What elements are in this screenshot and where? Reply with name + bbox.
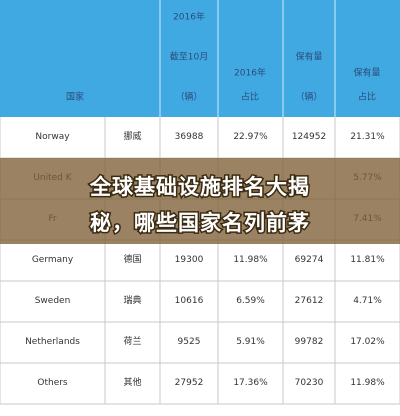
cell-text: 4.71% — [353, 296, 382, 306]
cell-text: 21.31% — [350, 132, 385, 142]
cell-text: 其他 — [123, 376, 141, 388]
cell-text: Germany — [32, 255, 74, 265]
header-text: （辆） — [295, 91, 322, 103]
banner-text: 秘，哪些国家名列前茅 — [90, 211, 310, 235]
cell-text: 瑞典 — [123, 294, 141, 306]
cell-text: 5.91% — [236, 337, 265, 347]
cell-text: 10616 — [175, 296, 204, 306]
cell-text: 36988 — [175, 132, 204, 142]
cell-text: 挪威 — [123, 130, 141, 142]
header-text: 保有量 — [295, 51, 322, 63]
cell-text: 99782 — [295, 337, 324, 347]
cell-text: 124952 — [292, 132, 326, 142]
header-text: 2016年 — [234, 67, 266, 79]
header-text: 保有量 — [353, 67, 380, 79]
cell-text: 69274 — [295, 255, 324, 265]
cell-text: 11.98% — [350, 378, 385, 388]
cell-text: 19300 — [175, 255, 204, 265]
header-text: 国家 — [66, 91, 84, 103]
cell-text: 27952 — [175, 378, 204, 388]
header-text: 截至10月 — [170, 51, 208, 63]
cell-text: 22.97% — [233, 132, 268, 142]
cell-text: Others — [37, 378, 68, 388]
header-text: 占比 — [358, 91, 376, 103]
header-text: （辆） — [175, 91, 202, 103]
cell-text: 11.81% — [350, 255, 385, 265]
cell-text: 70230 — [295, 378, 324, 388]
banner-background — [0, 158, 400, 244]
cell-text: Norway — [35, 132, 70, 142]
cell-text: 27612 — [295, 296, 324, 306]
header-text: 占比 — [241, 91, 259, 103]
header-background — [0, 0, 400, 117]
header-text: 2016年 — [173, 11, 205, 23]
cell-text: 17.36% — [233, 378, 268, 388]
cell-text: Netherlands — [25, 337, 80, 347]
cell-text: 德国 — [123, 253, 141, 265]
cell-text: Sweden — [35, 296, 71, 306]
cell-text: 9525 — [178, 337, 201, 347]
cell-text: 6.59% — [236, 296, 265, 306]
cell-text: 17.02% — [350, 337, 385, 347]
cell-text: 11.98% — [233, 255, 268, 265]
banner-text: 全球基础设施排名大揭 — [89, 175, 310, 199]
cell-text: 荷兰 — [123, 335, 141, 347]
